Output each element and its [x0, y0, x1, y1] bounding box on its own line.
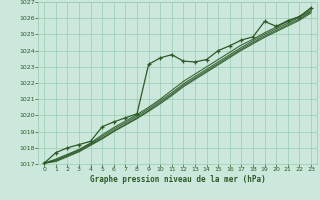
X-axis label: Graphe pression niveau de la mer (hPa): Graphe pression niveau de la mer (hPa): [90, 175, 266, 184]
